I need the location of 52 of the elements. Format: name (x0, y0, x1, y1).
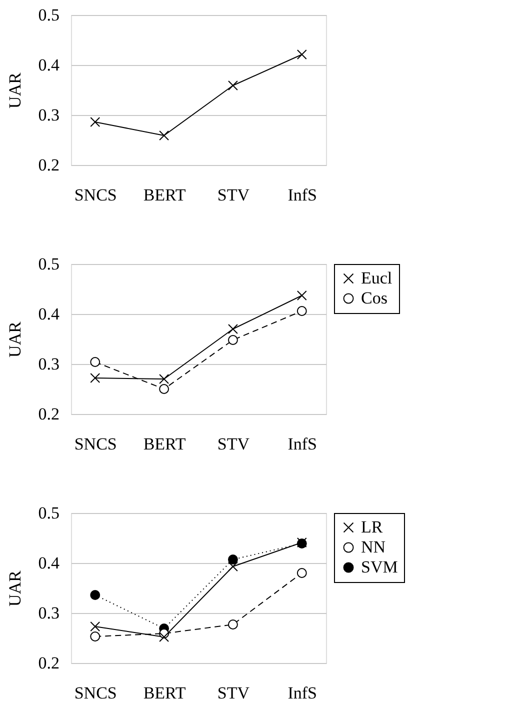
y-tick-label: 0.4 (38, 554, 60, 572)
x-tick-label: InfS (288, 434, 318, 454)
x-tick-label: InfS (288, 186, 318, 204)
y-tick-label: 0.4 (38, 56, 60, 74)
point (228, 80, 238, 90)
x-tick-label: InfS (288, 684, 318, 702)
x-tick-label: BERT (143, 434, 186, 454)
point (90, 357, 100, 367)
legend-label: LR (361, 518, 384, 536)
point (90, 632, 100, 642)
point (228, 324, 238, 334)
y-tick-label: 0.3 (38, 604, 60, 622)
point (296, 568, 307, 578)
x-tick-label: SNCS (74, 186, 117, 204)
legend-label: Eucl (361, 268, 392, 288)
point (90, 373, 100, 383)
y-axis-title: UAR (5, 72, 24, 108)
y-axis-title: UAR (5, 320, 24, 358)
legend-label: SVM (361, 558, 398, 576)
x-tick-label: BERT (143, 186, 186, 204)
x-tick-label: SNCS (74, 684, 117, 702)
point (296, 290, 307, 300)
x-tick-label: STV (217, 684, 250, 702)
point (228, 620, 238, 630)
point (159, 384, 170, 394)
point (228, 335, 238, 345)
point (296, 50, 307, 60)
y-tick-label: 0.4 (38, 304, 60, 324)
y-tick-label: 0.5 (38, 6, 60, 24)
y-tick-label: 0.3 (38, 106, 60, 124)
point (159, 632, 170, 642)
point (90, 590, 100, 600)
x-tick-label: SNCS (74, 434, 117, 454)
y-tick-label: 0.2 (38, 156, 60, 174)
x-tick-label: STV (217, 186, 250, 204)
point (90, 117, 100, 127)
y-tick-label: 0.5 (38, 254, 60, 274)
point (90, 622, 100, 632)
point (228, 554, 238, 564)
y-tick-label: 0.2 (38, 404, 60, 424)
legend-label: NN (361, 538, 386, 556)
y-tick-label: 0.2 (38, 654, 60, 672)
legend-label: Cos (361, 288, 388, 308)
x-tick-label: BERT (143, 684, 186, 702)
x-tick-label: STV (217, 434, 250, 454)
y-tick-label: 0.5 (38, 504, 60, 522)
y-axis-title: UAR (5, 570, 24, 606)
point (228, 562, 238, 572)
point (296, 306, 307, 316)
y-tick-label: 0.3 (38, 354, 60, 374)
point (159, 130, 170, 140)
point (159, 374, 170, 384)
